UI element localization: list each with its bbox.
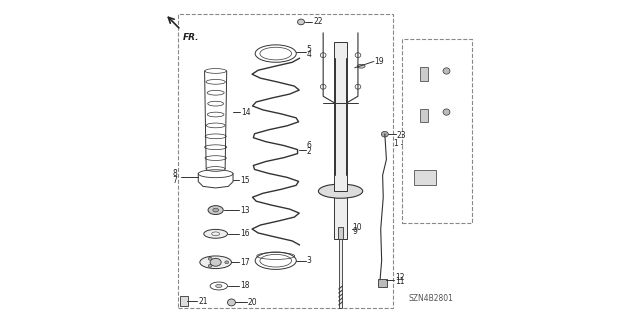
FancyBboxPatch shape [414,170,436,185]
FancyBboxPatch shape [180,296,188,306]
Text: 19: 19 [374,57,384,66]
Text: 11: 11 [396,277,404,286]
Text: 14: 14 [241,108,251,116]
Text: 10: 10 [352,223,362,232]
Text: 20: 20 [248,298,257,307]
Text: 3: 3 [307,256,312,265]
Ellipse shape [443,109,450,115]
Text: 23: 23 [397,131,406,140]
Text: 6: 6 [307,141,312,150]
Ellipse shape [208,257,212,260]
Text: SZN4B2801: SZN4B2801 [408,294,453,303]
Text: 18: 18 [240,281,250,291]
Ellipse shape [216,285,222,287]
Ellipse shape [225,261,228,264]
Ellipse shape [208,206,223,214]
Ellipse shape [208,264,212,267]
Text: 22: 22 [313,18,323,26]
Text: FR.: FR. [182,33,199,42]
FancyBboxPatch shape [339,227,343,239]
FancyBboxPatch shape [420,68,428,81]
Ellipse shape [319,184,363,198]
Text: 13: 13 [240,206,250,215]
Text: 7: 7 [172,175,177,185]
Ellipse shape [210,258,221,266]
Ellipse shape [298,19,305,25]
Text: 4: 4 [307,50,312,59]
Ellipse shape [357,64,365,68]
Text: 16: 16 [240,229,250,238]
FancyBboxPatch shape [334,42,347,191]
FancyBboxPatch shape [334,197,347,239]
FancyBboxPatch shape [420,108,428,122]
Text: 9: 9 [352,227,357,236]
Text: 21: 21 [198,297,208,306]
FancyBboxPatch shape [378,279,387,286]
Ellipse shape [204,229,227,238]
Ellipse shape [443,68,450,74]
Ellipse shape [200,256,232,269]
Ellipse shape [213,208,218,212]
Text: 8: 8 [172,169,177,178]
Ellipse shape [227,299,236,306]
Ellipse shape [381,131,388,137]
FancyBboxPatch shape [339,239,342,308]
Text: 12: 12 [396,273,404,282]
Text: 1: 1 [394,139,399,148]
Text: 15: 15 [240,175,250,185]
Text: 17: 17 [240,258,250,267]
Text: 2: 2 [307,147,312,156]
Text: 5: 5 [307,45,312,54]
